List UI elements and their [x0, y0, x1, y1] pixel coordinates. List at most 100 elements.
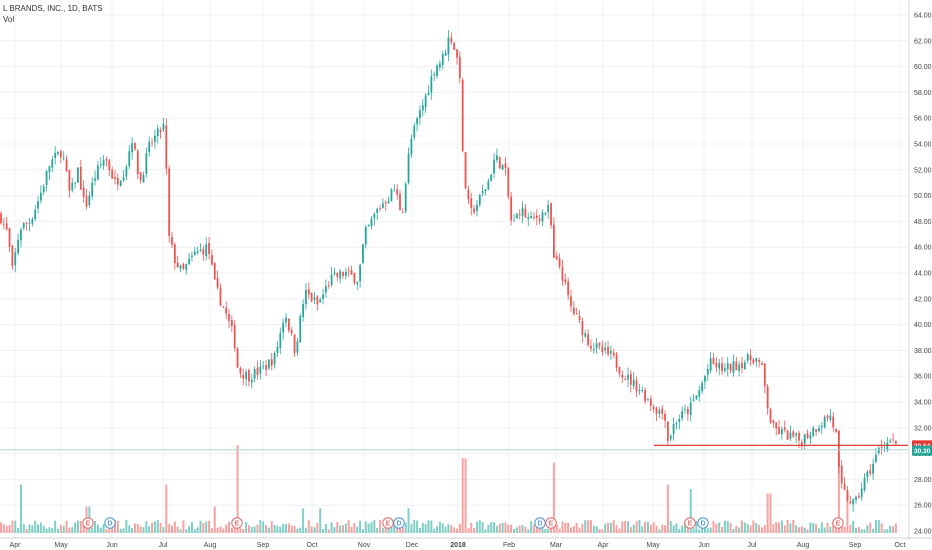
candle-up [276, 347, 279, 353]
volume-bar [752, 520, 755, 533]
candle-down [396, 189, 399, 195]
candle-up [530, 215, 532, 219]
candle-down [225, 307, 228, 314]
volume-bar [34, 520, 37, 533]
candle-up [746, 354, 749, 361]
y-tick-label: 26.00 [914, 503, 932, 510]
volume-bar [507, 524, 510, 533]
volume-bar [25, 528, 28, 533]
volume-bar [478, 520, 481, 533]
candle-up [812, 427, 815, 436]
candle-down [550, 203, 552, 226]
candle-up [393, 190, 396, 192]
candle-up [724, 367, 726, 371]
volume-bar [304, 528, 307, 533]
volume-bar [518, 525, 521, 533]
candle-down [458, 56, 461, 79]
volume-bar [812, 523, 815, 533]
volume-bar [800, 526, 803, 533]
volume-bar [635, 521, 638, 533]
candle-up [433, 74, 436, 76]
candle-up [359, 264, 361, 282]
volume-bar [860, 529, 863, 533]
candle-down [450, 37, 453, 43]
candle-up [31, 219, 34, 224]
volume-bar [649, 524, 652, 533]
candle-down [749, 355, 752, 361]
candle-down [239, 368, 242, 373]
candle-up [179, 265, 182, 269]
volume-bar [589, 519, 592, 533]
candle-down [564, 279, 567, 283]
y-tick-label: 64.00 [914, 13, 932, 20]
volume-bar [424, 524, 427, 533]
candle-down [310, 292, 313, 302]
candle-down [139, 172, 142, 181]
volume-bar [441, 523, 444, 533]
x-tick-label: Nov [358, 542, 371, 549]
volume-bar [798, 527, 800, 533]
candle-up [481, 191, 484, 194]
volume-bar [322, 529, 325, 533]
candle-down [242, 374, 245, 379]
volume-bar [641, 526, 644, 533]
candle-down [384, 202, 387, 204]
volume-bar [344, 523, 347, 533]
volume-bar [473, 528, 476, 533]
candle-up [259, 366, 262, 374]
candle-up [77, 167, 79, 183]
candle-down [775, 422, 778, 429]
candle-up [852, 499, 855, 505]
candle-up [610, 351, 612, 354]
x-tick-label: Mar [550, 542, 563, 549]
volume-bar [427, 520, 430, 533]
candle-up [820, 425, 823, 428]
candle-down [213, 262, 216, 280]
volume-bar [723, 520, 726, 533]
candle-up [410, 138, 413, 155]
candle-up [818, 428, 820, 432]
volume-bar [772, 524, 775, 533]
candle-up [706, 369, 709, 375]
volume-bar [125, 519, 128, 533]
candle-down [621, 374, 624, 378]
volume-bar [165, 484, 168, 533]
candle-up [866, 471, 869, 477]
candle-up [521, 207, 524, 217]
volume-bar [156, 520, 159, 533]
candle-up [441, 54, 444, 66]
x-tick-label: Jun [106, 542, 117, 549]
volume-bar [749, 525, 752, 533]
candle-down [800, 442, 803, 445]
candle-up [128, 151, 131, 167]
volume-bar [493, 522, 496, 533]
candle-down [618, 367, 621, 374]
candle-up [698, 390, 701, 397]
volume-bar [755, 523, 758, 533]
volume-bar [857, 526, 860, 533]
volume-bar [672, 525, 675, 533]
volume-bar [484, 529, 487, 533]
volume-bar [259, 520, 262, 533]
volume-bar [37, 524, 40, 533]
earnings-marker-label: E [688, 521, 693, 528]
volume-bar [236, 445, 239, 533]
volume-bar [527, 529, 530, 533]
volume-bar [79, 520, 82, 533]
y-tick-label: 50.00 [914, 193, 932, 200]
volume-bar [193, 529, 196, 533]
candle-down [510, 196, 513, 221]
time-axis[interactable]: Apr May Jun Jul Aug Sep Oct Nov Dec 2018 Feb Mar Apr… [0, 537, 932, 549]
volume-bar [552, 462, 555, 533]
volume-bar [866, 525, 869, 533]
volume-bar [176, 526, 179, 533]
candle-down [661, 408, 664, 414]
candle-up [584, 333, 587, 337]
volume-bar [513, 529, 515, 533]
volume-bar [373, 519, 376, 533]
candle-up [330, 274, 333, 285]
candle-down [342, 271, 344, 276]
volume-bar [780, 520, 783, 533]
price-axis[interactable]: 24.0026.0028.0030.0032.0034.0036.0038.00… [908, 0, 932, 540]
